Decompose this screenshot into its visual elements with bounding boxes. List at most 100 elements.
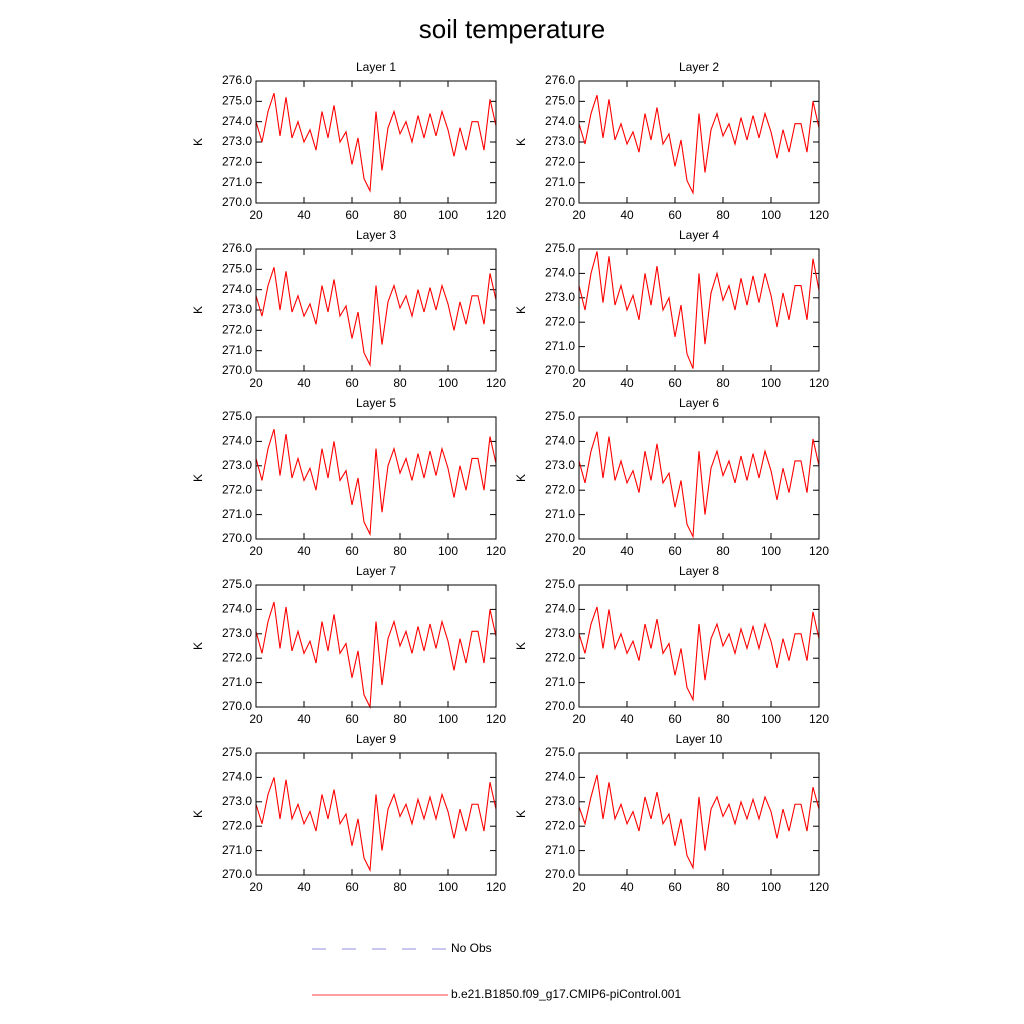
x-tick-label: 20 (572, 376, 586, 390)
y-axis-label: K (191, 474, 205, 482)
plot-frame (255, 416, 497, 540)
x-tick-label: 100 (438, 376, 458, 390)
y-axis-label: K (514, 810, 528, 818)
plot-frame (578, 248, 820, 372)
x-tick-label: 80 (716, 712, 730, 726)
y-tick-label: 273.0 (222, 794, 252, 808)
y-tick-label: 276.0 (222, 241, 252, 255)
y-tick-label: 275.0 (222, 262, 252, 276)
x-tick-label: 40 (620, 712, 634, 726)
x-tick-label: 20 (249, 544, 263, 558)
x-tick-label: 120 (486, 208, 506, 222)
x-tick-label: 120 (809, 544, 829, 558)
y-tick-label: 270.0 (222, 867, 252, 881)
y-tick-label: 274.0 (545, 266, 575, 280)
x-tick-label: 100 (761, 880, 781, 894)
y-axis-label: K (514, 474, 528, 482)
x-tick-label: 120 (486, 544, 506, 558)
y-tick-label: 273.0 (222, 458, 252, 472)
plot-frame (255, 80, 497, 204)
x-tick-label: 100 (438, 544, 458, 558)
y-tick-label: 274.0 (545, 434, 575, 448)
panel-title: Layer 10 (676, 732, 723, 746)
plot-frame (578, 416, 820, 540)
panel-title: Layer 4 (679, 228, 719, 242)
data-line (255, 93, 497, 193)
x-tick-label: 40 (297, 544, 311, 558)
y-tick-label: 271.0 (222, 343, 252, 357)
panel-title: Layer 5 (356, 396, 396, 410)
x-tick-label: 20 (572, 208, 586, 222)
panel-title: Layer 1 (356, 60, 396, 74)
y-tick-label: 273.0 (545, 458, 575, 472)
x-tick-label: 120 (486, 880, 506, 894)
y-tick-label: 270.0 (222, 531, 252, 545)
y-tick-label: 273.0 (222, 626, 252, 640)
y-tick-label: 275.0 (545, 577, 575, 591)
x-tick-label: 20 (572, 880, 586, 894)
y-tick-label: 270.0 (222, 195, 252, 209)
y-tick-label: 274.0 (545, 602, 575, 616)
y-tick-label: 274.0 (545, 770, 575, 784)
y-tick-label: 272.0 (545, 314, 575, 328)
y-tick-label: 274.0 (222, 282, 252, 296)
x-tick-label: 60 (668, 376, 682, 390)
y-tick-label: 271.0 (545, 843, 575, 857)
panel-title: Layer 2 (679, 60, 719, 74)
x-tick-label: 60 (668, 712, 682, 726)
y-tick-label: 271.0 (545, 507, 575, 521)
y-tick-label: 273.0 (222, 302, 252, 316)
y-axis-label: K (514, 306, 528, 314)
data-line (578, 95, 820, 195)
x-tick-label: 40 (620, 208, 634, 222)
y-tick-label: 270.0 (545, 195, 575, 209)
y-tick-label: 270.0 (545, 699, 575, 713)
y-tick-label: 276.0 (545, 73, 575, 87)
y-tick-label: 276.0 (222, 73, 252, 87)
y-tick-label: 274.0 (222, 770, 252, 784)
data-line (578, 606, 820, 702)
y-tick-label: 272.0 (545, 818, 575, 832)
legend-label: No Obs (451, 941, 492, 955)
y-tick-label: 271.0 (222, 175, 252, 189)
y-tick-label: 275.0 (545, 241, 575, 255)
x-tick-label: 40 (297, 712, 311, 726)
y-tick-label: 272.0 (545, 650, 575, 664)
y-tick-label: 270.0 (222, 699, 252, 713)
x-tick-label: 60 (668, 880, 682, 894)
panel-title: Layer 6 (679, 396, 719, 410)
x-tick-label: 40 (620, 376, 634, 390)
x-tick-label: 100 (438, 208, 458, 222)
plot-frame (578, 80, 820, 204)
y-tick-label: 272.0 (222, 323, 252, 337)
y-tick-label: 274.0 (545, 114, 575, 128)
x-tick-label: 80 (393, 712, 407, 726)
panel-title: Layer 7 (356, 564, 396, 578)
x-tick-label: 60 (345, 880, 359, 894)
x-tick-label: 60 (668, 208, 682, 222)
plot-frame (578, 584, 820, 708)
y-axis-label: K (191, 138, 205, 146)
x-tick-label: 20 (249, 712, 263, 726)
y-tick-label: 272.0 (222, 650, 252, 664)
y-tick-label: 271.0 (545, 339, 575, 353)
x-tick-label: 80 (393, 544, 407, 558)
x-tick-label: 100 (438, 880, 458, 894)
legend-label: b.e21.B1850.f09_g17.CMIP6-piControl.001 (451, 987, 681, 1001)
x-tick-label: 20 (249, 376, 263, 390)
y-tick-label: 271.0 (222, 507, 252, 521)
x-tick-label: 120 (486, 376, 506, 390)
x-tick-label: 40 (297, 208, 311, 222)
data-line (578, 774, 820, 870)
x-tick-label: 100 (438, 712, 458, 726)
y-tick-label: 275.0 (222, 94, 252, 108)
x-tick-label: 80 (716, 880, 730, 894)
y-tick-label: 275.0 (545, 745, 575, 759)
y-tick-label: 273.0 (545, 794, 575, 808)
x-tick-label: 20 (249, 208, 263, 222)
figure-title: soil temperature (419, 14, 605, 44)
data-line (255, 429, 497, 537)
x-tick-label: 100 (761, 208, 781, 222)
y-tick-label: 275.0 (222, 409, 252, 423)
